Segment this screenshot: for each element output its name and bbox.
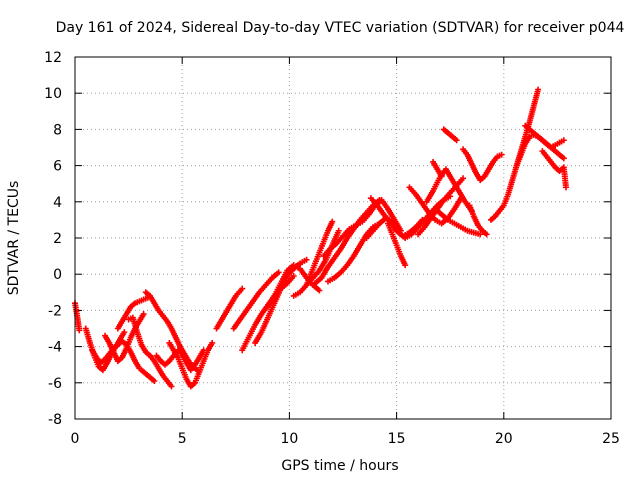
data-point: [560, 155, 567, 162]
series-sat-ae: [466, 202, 490, 238]
data-point: [329, 218, 336, 225]
x-axis-label: GPS time / hours: [281, 458, 398, 474]
x-axis-ticks: 0 5 10 15 20 25: [71, 57, 620, 447]
y-tick-label: 10: [44, 86, 62, 102]
series-sat-ac: [440, 126, 460, 144]
series-sat-ad: [460, 146, 505, 184]
data-point: [335, 227, 342, 234]
data-point: [483, 231, 490, 238]
y-tick-label: 12: [44, 50, 62, 66]
x-tick-label: 5: [178, 431, 187, 447]
data-point: [562, 184, 569, 191]
series-sat-f: [125, 314, 175, 390]
data-point: [438, 173, 445, 180]
series-sat-b: [82, 325, 128, 374]
series-sat-k: [213, 285, 246, 332]
data-point: [316, 287, 323, 294]
x-tick-label: 0: [71, 431, 80, 447]
series-sat-af: [487, 86, 542, 223]
y-tick-label: -4: [48, 340, 62, 356]
y-tick-label: -6: [48, 376, 62, 392]
series-sat-i: [153, 347, 207, 374]
series-sat-q: [303, 218, 336, 289]
x-tick-label: 20: [495, 431, 513, 447]
data-point: [402, 262, 409, 269]
series-sat-d: [102, 311, 147, 365]
series-sat-w: [385, 220, 409, 269]
data-point: [239, 285, 246, 292]
y-tick-label: -2: [48, 303, 62, 319]
series-sat-ab: [430, 158, 445, 180]
data-point: [121, 329, 128, 336]
data-point: [290, 273, 297, 280]
x-tick-label: 10: [280, 431, 298, 447]
data-point: [477, 231, 484, 238]
data-point: [151, 377, 158, 384]
series-sat-j: [166, 339, 216, 390]
series-sat-z: [423, 166, 475, 214]
series-sat-s: [320, 196, 404, 260]
data-point: [460, 175, 467, 182]
series-sat-a: [72, 300, 83, 334]
chart-title: Day 161 of 2024, Sidereal Day-to-day VTE…: [56, 20, 625, 36]
data-point: [535, 86, 542, 93]
y-tick-label: 2: [53, 231, 62, 247]
y-axis-ticks: -8 -6 -4 -2 0 2 4 6 8 10 12: [44, 50, 611, 428]
data-point: [275, 269, 282, 276]
plot-frame: [74, 56, 612, 420]
series-sat-aa: [432, 206, 484, 238]
series-sat-c: [89, 338, 143, 372]
y-tick-label: -8: [48, 412, 62, 428]
data-point: [498, 151, 505, 158]
y-tick-label: 8: [53, 122, 62, 138]
series-sat-e: [114, 294, 151, 332]
series-sat-ai: [539, 148, 569, 191]
y-tick-label: 6: [53, 159, 62, 175]
y-tick-label: 0: [53, 267, 62, 283]
data-point: [453, 137, 460, 144]
data-point: [303, 256, 310, 263]
data-point: [168, 383, 175, 390]
data-point: [560, 137, 567, 144]
data-point: [76, 327, 83, 334]
y-tick-label: 4: [53, 195, 62, 211]
y-axis-label: SDTVAR / TECUs: [6, 181, 22, 296]
x-tick-label: 25: [602, 431, 620, 447]
series-sat-ah: [522, 122, 567, 151]
data-point: [209, 339, 216, 346]
x-tick-label: 15: [388, 431, 406, 447]
grid: [75, 57, 611, 419]
series-sat-g: [138, 367, 158, 384]
series-sat-l: [230, 269, 282, 332]
data-points: [72, 86, 569, 390]
data-point: [140, 311, 147, 318]
